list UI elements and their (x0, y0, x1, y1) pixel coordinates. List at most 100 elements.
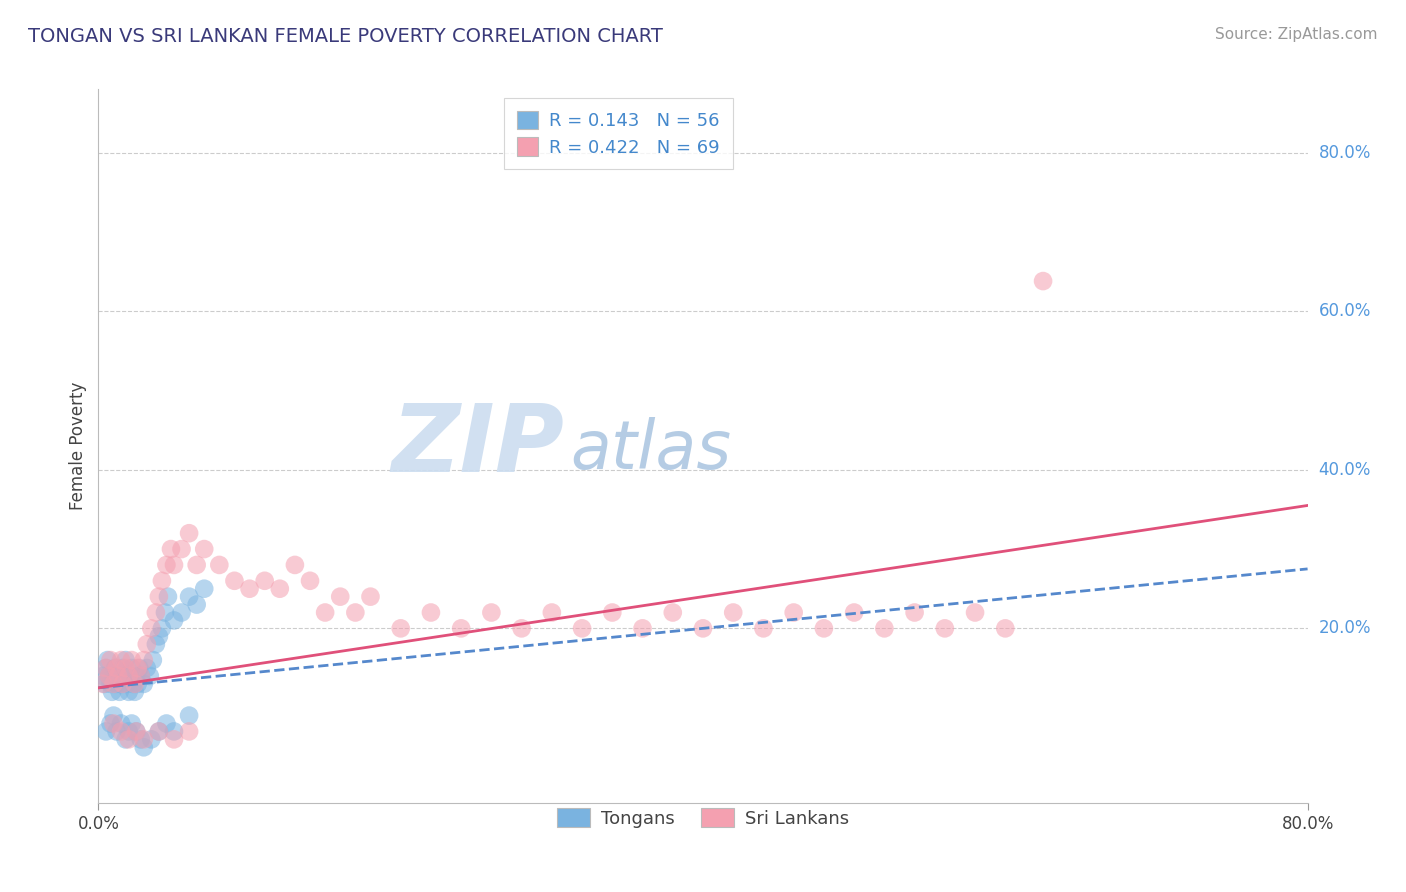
Text: TONGAN VS SRI LANKAN FEMALE POVERTY CORRELATION CHART: TONGAN VS SRI LANKAN FEMALE POVERTY CORR… (28, 27, 664, 45)
Text: 20.0%: 20.0% (1319, 619, 1371, 638)
Point (163, 614, 186, 628)
Point (299, 574, 322, 588)
Point (360, 590, 382, 604)
Point (100, 653, 122, 667)
Point (118, 685, 141, 699)
Point (115, 677, 138, 691)
Text: ZIP: ZIP (391, 400, 564, 492)
Point (208, 558, 231, 572)
Point (450, 621, 472, 635)
Point (142, 653, 165, 667)
Point (111, 661, 134, 675)
Point (155, 716, 177, 731)
Point (94, 661, 117, 675)
Point (121, 661, 143, 675)
Point (132, 677, 155, 691)
Point (170, 606, 193, 620)
Point (156, 590, 179, 604)
Point (108, 685, 131, 699)
Point (125, 724, 148, 739)
Point (129, 732, 152, 747)
Point (170, 542, 193, 557)
Point (107, 669, 129, 683)
Point (934, 621, 956, 635)
Point (965, 606, 987, 620)
Point (100, 716, 122, 731)
Point (160, 542, 183, 557)
Point (105, 661, 128, 675)
Point (122, 677, 145, 691)
Point (141, 621, 163, 635)
Point (124, 685, 146, 699)
Point (103, 708, 125, 723)
Point (114, 732, 136, 747)
Point (193, 542, 215, 557)
Point (329, 590, 352, 604)
Point (150, 574, 173, 588)
Point (186, 558, 208, 572)
Point (994, 621, 1017, 635)
Point (103, 669, 125, 683)
Point (141, 732, 163, 747)
Point (127, 677, 149, 691)
Point (121, 716, 143, 731)
Text: 40.0%: 40.0% (1319, 461, 1371, 479)
Point (179, 590, 201, 604)
Point (1032, 274, 1054, 288)
Point (510, 621, 533, 635)
Text: Source: ZipAtlas.com: Source: ZipAtlas.com (1215, 27, 1378, 42)
Point (135, 637, 157, 651)
Point (571, 621, 593, 635)
Point (98, 669, 121, 683)
Point (96, 653, 118, 667)
Point (127, 661, 149, 675)
Point (186, 598, 208, 612)
Point (224, 574, 246, 588)
Point (844, 606, 866, 620)
Legend: Tongans, Sri Lankans: Tongans, Sri Lankans (548, 799, 858, 837)
Point (150, 621, 173, 635)
Text: 80.0%: 80.0% (1319, 144, 1371, 161)
Point (783, 606, 806, 620)
Point (193, 582, 215, 596)
Point (107, 669, 129, 683)
Point (155, 558, 177, 572)
Point (103, 716, 125, 731)
Point (284, 558, 307, 572)
Point (148, 724, 170, 739)
Point (145, 637, 167, 651)
Point (111, 677, 134, 691)
Point (105, 724, 128, 739)
Point (132, 740, 155, 755)
Point (904, 606, 927, 620)
Point (120, 669, 142, 683)
Point (124, 677, 146, 691)
Point (118, 669, 141, 683)
Point (112, 669, 135, 683)
Point (105, 677, 128, 691)
Point (94, 724, 117, 739)
Point (129, 669, 152, 683)
Point (101, 685, 124, 699)
Point (94, 661, 117, 675)
Point (125, 724, 148, 739)
Point (114, 661, 136, 675)
Point (179, 708, 201, 723)
Point (139, 669, 162, 683)
Point (314, 606, 336, 620)
Text: 60.0%: 60.0% (1319, 302, 1371, 320)
Point (344, 606, 367, 620)
Text: atlas: atlas (569, 417, 731, 483)
Point (602, 606, 624, 620)
Y-axis label: Female Poverty: Female Poverty (69, 382, 87, 510)
Point (135, 661, 157, 675)
Point (132, 732, 155, 747)
Point (723, 606, 745, 620)
Point (148, 590, 170, 604)
Point (128, 661, 150, 675)
Point (125, 669, 148, 683)
Point (661, 606, 683, 620)
Point (110, 724, 132, 739)
Point (692, 621, 714, 635)
Point (153, 606, 176, 620)
